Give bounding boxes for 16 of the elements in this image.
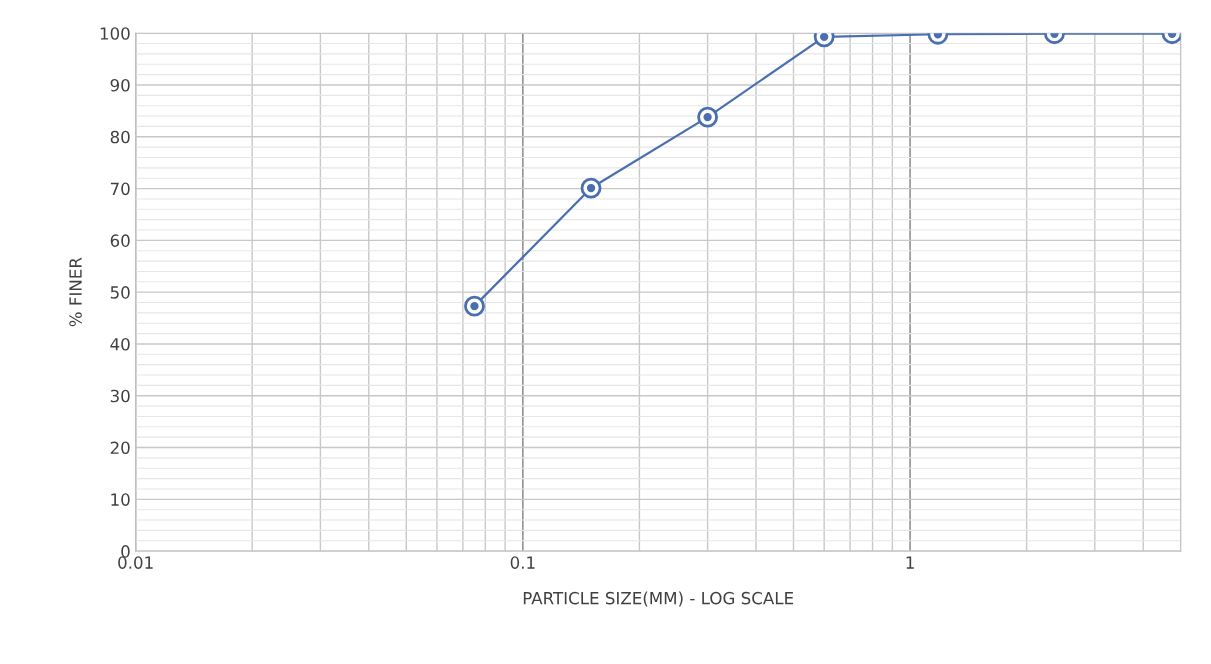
y-tick-label: 80 [110, 130, 130, 144]
y-axis-title: % FINER [69, 257, 82, 327]
y-tick-label: 40 [110, 337, 130, 351]
y-tick-label: 100 [100, 27, 130, 40]
y-tick-label: 90 [110, 78, 130, 92]
x-tick-label: 0.1 [510, 556, 535, 569]
y-tick-label: 70 [110, 182, 130, 196]
y-tick-label: 20 [110, 441, 130, 455]
x-axis-title: PARTICLE SIZE(MM) - LOG SCALE [523, 591, 794, 607]
y-tick-label: 10 [111, 493, 130, 506]
y-tick-label: 0 [121, 545, 130, 558]
y-tick-label: 50 [110, 286, 130, 299]
y-tick-label: 60 [110, 234, 130, 247]
x-tick-label: 0.01 [118, 556, 153, 569]
y-tick-label: 30 [110, 389, 130, 403]
x-tick-label: 1 [906, 556, 914, 569]
